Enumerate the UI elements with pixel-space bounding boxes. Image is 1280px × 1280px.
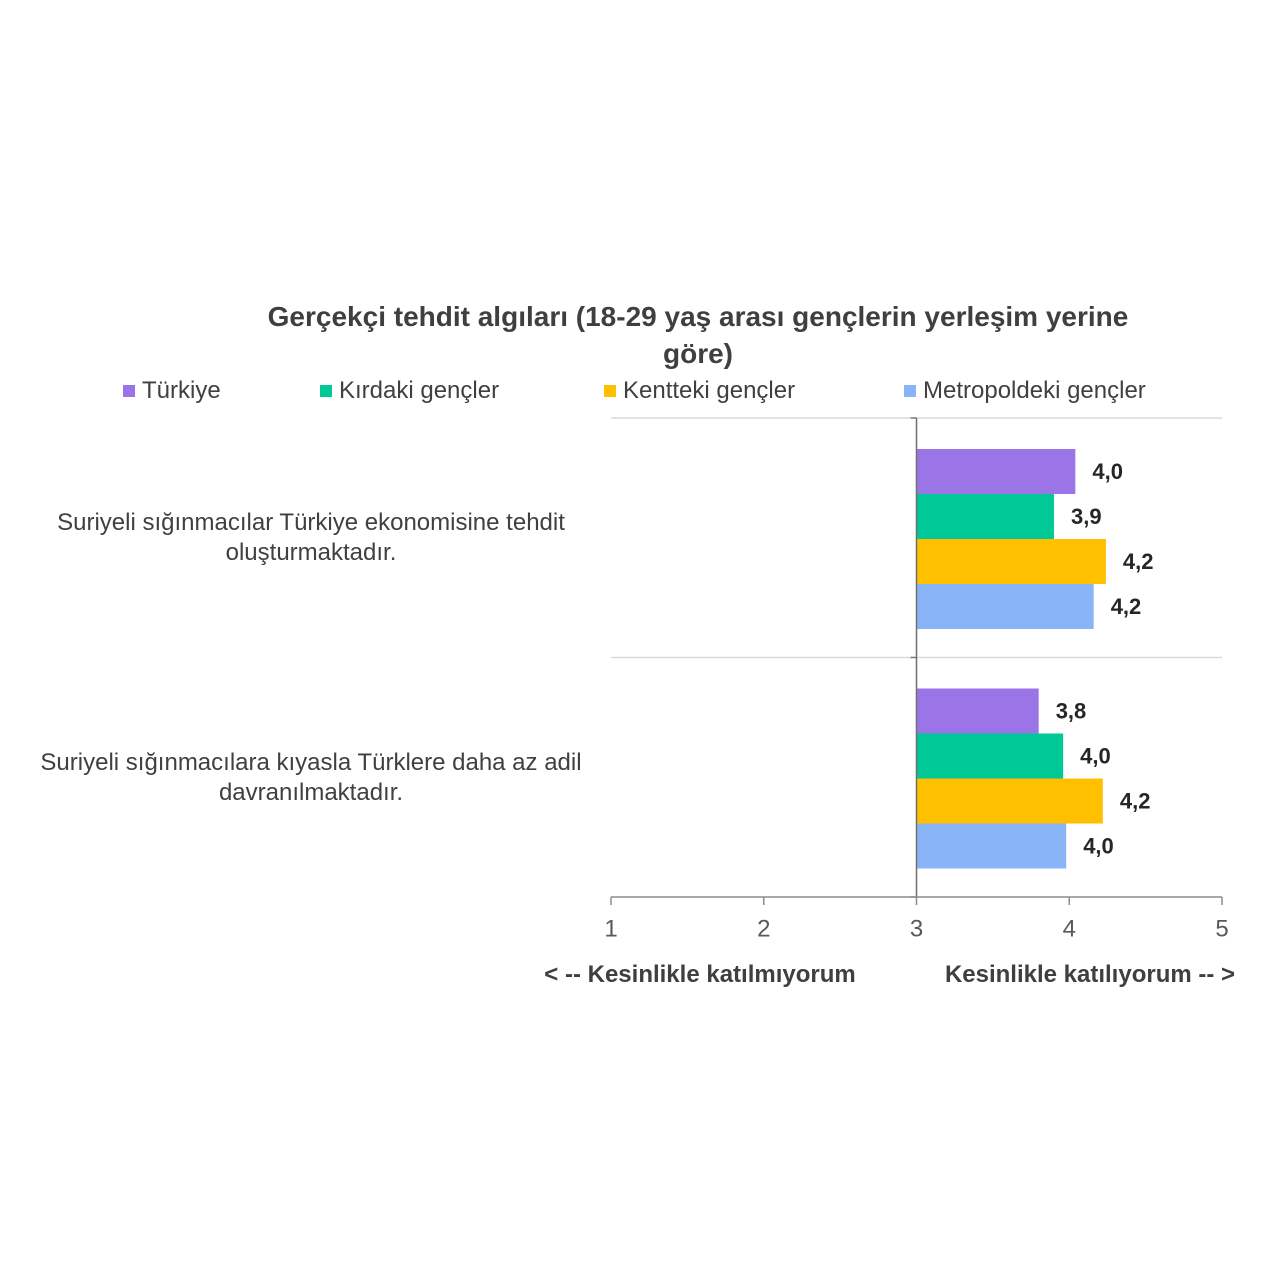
bar-series-2-category-1 (916, 494, 1054, 539)
category-label-1: Suriyeli sığınmacılar Türkiye ekonomisin… (57, 509, 565, 566)
legend-label-kentteki: Kentteki gençler (623, 377, 796, 404)
x-axis-note-agree: Kesinlikle katılıyorum -- > (944, 961, 1236, 988)
value-axis-tick-label: 1 (604, 916, 617, 943)
data-label-series-1-category-2: 3,8 (1056, 699, 1087, 724)
value-axis-tick-label: 3 (910, 916, 923, 943)
legend-label-turkiye: Türkiye (142, 377, 221, 404)
value-axis-tick-label: 5 (1215, 916, 1228, 943)
legend-item-kentteki: Kentteki gençler (604, 377, 795, 405)
legend-swatch-metropoldeki (904, 385, 916, 397)
legend-item-kirdaki: Kırdaki gençler (320, 377, 499, 405)
legend-label-kirdaki: Kırdaki gençler (339, 377, 500, 404)
legend-item-turkiye: Türkiye (123, 377, 221, 405)
category-label-box-1: Suriyeli sığınmacılar Türkiye ekonomisin… (30, 418, 592, 658)
legend-item-metropoldeki: Metropoldeki gençler (904, 377, 1146, 405)
bar-series-3-category-1 (916, 539, 1106, 584)
legend-swatch-turkiye (123, 385, 135, 397)
data-label-series-3-category-2: 4,2 (1120, 789, 1151, 814)
x-axis-note-disagree: < -- Kesinlikle katılmıyorum (544, 961, 856, 988)
data-label-series-3-category-1: 4,2 (1123, 549, 1154, 574)
bar-series-4-category-2 (916, 823, 1067, 869)
legend-swatch-kirdaki (320, 385, 332, 397)
legend-label-metropoldeki: Metropoldeki gençler (923, 377, 1146, 404)
data-label-series-2-category-2: 4,0 (1080, 744, 1111, 769)
category-label-box-2: Suriyeli sığınmacılara kıyasla Türklere … (30, 658, 592, 897)
value-axis-tick-label: 2 (757, 916, 770, 943)
data-label-series-2-category-1: 3,9 (1071, 504, 1102, 529)
bar-series-1-category-2 (916, 688, 1039, 734)
data-label-series-4-category-1: 4,2 (1111, 594, 1142, 619)
bar-series-1-category-1 (916, 449, 1076, 494)
data-label-series-1-category-1: 4,0 (1092, 459, 1123, 484)
bar-series-2-category-2 (916, 733, 1064, 779)
chart-title: Gerçekçi tehdit algıları (18-29 yaş aras… (267, 301, 1129, 369)
legend: Türkiye Kırdaki gençler Kentteki gençler… (0, 377, 1280, 405)
category-label-2: Suriyeli sığınmacılara kıyasla Türklere … (40, 748, 582, 806)
legend-swatch-kentteki (604, 385, 616, 397)
value-axis-tick-label: 4 (1063, 916, 1076, 943)
data-label-series-4-category-2: 4,0 (1083, 834, 1114, 859)
bar-series-3-category-2 (916, 778, 1103, 824)
bar-series-4-category-1 (916, 584, 1094, 629)
